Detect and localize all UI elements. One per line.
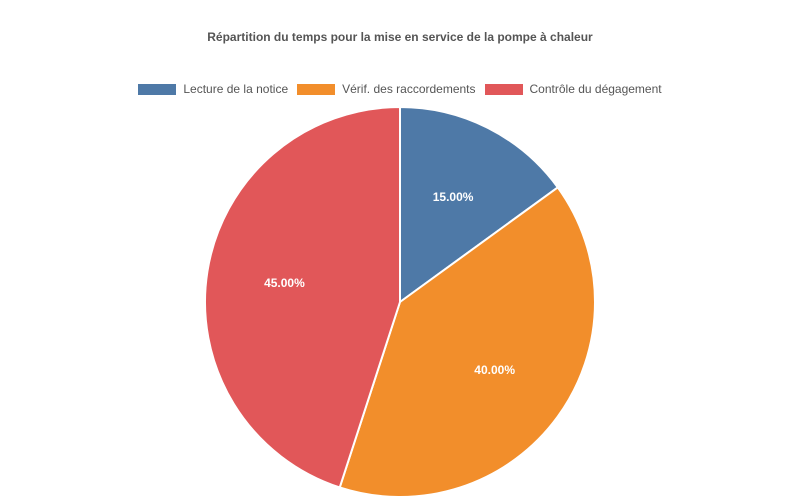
slice-label-lecture: 15.00% (433, 190, 474, 204)
slice-label-degagement: 45.00% (264, 276, 305, 290)
legend-label-degagement: Contrôle du dégagement (529, 82, 662, 96)
slice-label-raccordements: 40.00% (474, 363, 515, 377)
chart-title: Répartition du temps pour la mise en ser… (207, 30, 593, 44)
legend: Lecture de la notice Vérif. des raccorde… (0, 82, 800, 96)
legend-item-degagement[interactable]: Contrôle du dégagement (484, 82, 662, 96)
legend-label-lecture: Lecture de la notice (183, 82, 289, 96)
legend-swatch-degagement (484, 83, 523, 95)
pie-slice-lecture[interactable] (399, 105, 560, 304)
legend-item-raccordements[interactable]: Vérif. des raccordements (297, 82, 476, 96)
pie-slice-degagement[interactable] (204, 105, 401, 489)
pie-slice-raccordements[interactable] (338, 185, 596, 498)
legend-swatch-lecture (138, 83, 177, 95)
legend-swatch-raccordements (297, 83, 336, 95)
legend-label-raccordements: Vérif. des raccordements (342, 82, 476, 96)
legend-item-lecture[interactable]: Lecture de la notice (138, 82, 288, 96)
